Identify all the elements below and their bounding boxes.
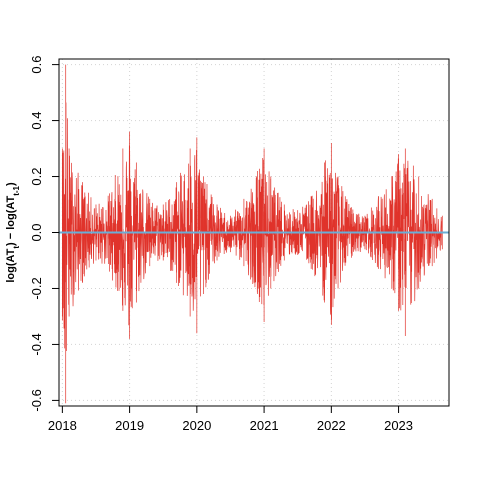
- y-tick-label: -0.4: [29, 333, 44, 355]
- y-label-end: ): [5, 182, 17, 186]
- y-tick-label: 0.0: [29, 223, 44, 241]
- x-tick-label: 2020: [182, 418, 211, 433]
- x-tick-label: 2022: [317, 418, 346, 433]
- x-tick-label: 2019: [115, 418, 144, 433]
- x-axis: 2018 2019 2020 2021 2022 2023: [48, 405, 413, 433]
- x-tick-label: 2021: [250, 418, 279, 433]
- series-line: [62, 102, 443, 352]
- x-tick-label: 2023: [384, 418, 413, 433]
- series-layer: [62, 64, 443, 404]
- y-tick-label: -0.2: [29, 277, 44, 299]
- y-tick-label: 0.2: [29, 167, 44, 185]
- y-tick-label: 0.6: [29, 56, 44, 74]
- y-label-sub1: t: [12, 246, 21, 249]
- y-label-sub2: t-1: [12, 185, 21, 195]
- y-label-mid: ) − log(AT: [5, 196, 17, 246]
- y-axis: -0.6 -0.4 -0.2 0.0 0.2 0.4 0.6: [29, 56, 60, 412]
- y-tick-label: -0.6: [29, 389, 44, 411]
- y-axis-label: log(ATt) − log(ATt-1): [5, 182, 21, 283]
- y-label-log1: log(AT: [5, 248, 17, 282]
- x-tick-label: 2018: [48, 418, 77, 433]
- y-tick-label: 0.4: [29, 112, 44, 130]
